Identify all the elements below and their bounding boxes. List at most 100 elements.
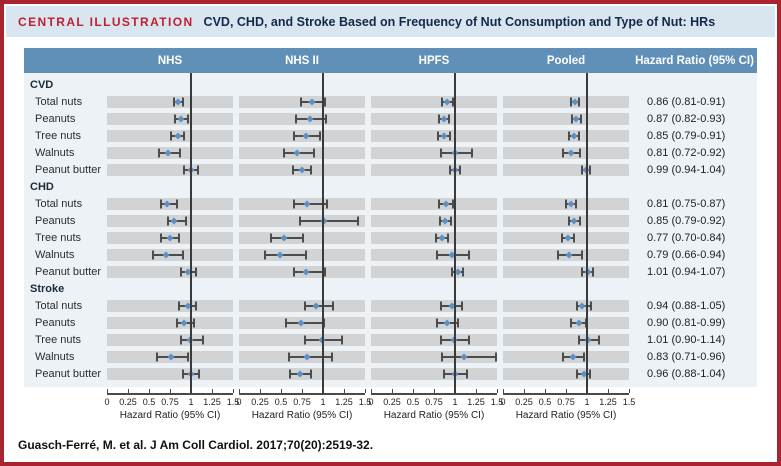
- ci-cap-left: [289, 369, 292, 378]
- plot-cell: [236, 161, 368, 178]
- axis-tick: [107, 389, 108, 393]
- forest-band: [503, 214, 629, 227]
- ci-cap-right: [175, 199, 178, 208]
- ci-cap-left: [443, 369, 446, 378]
- axis-tick: [191, 389, 192, 393]
- ci-cap-left: [562, 148, 565, 157]
- plot-cell: [368, 127, 500, 144]
- group-label: Stroke: [30, 282, 65, 295]
- ci-cap-right: [582, 352, 585, 361]
- ci-cap-left: [285, 318, 288, 327]
- ci-cap-left: [570, 114, 573, 123]
- forest-band: [503, 316, 629, 329]
- plot-cell: [368, 314, 500, 331]
- axis-tick-label: 0.25: [119, 397, 137, 407]
- row-label: Tree nuts: [35, 231, 82, 244]
- plot-cell: [104, 212, 236, 229]
- ci-cap-right: [468, 250, 471, 259]
- forest-band: [239, 214, 365, 227]
- ci-cap-left: [437, 131, 440, 140]
- ci-cap-right: [572, 233, 575, 242]
- group-header-row: Stroke: [24, 280, 757, 297]
- forest-band: [503, 248, 629, 261]
- axis-tick: [608, 389, 609, 393]
- axis-line: [107, 393, 233, 395]
- forest-band: [239, 146, 365, 159]
- column-header-hpfs: HPFS: [418, 54, 450, 67]
- point-estimate-marker: [302, 131, 310, 140]
- ci-cap-right: [460, 301, 463, 310]
- hr-value: 0.85 (0.79-0.91): [647, 129, 726, 142]
- point-estimate-marker: [440, 114, 448, 123]
- forest-band: [107, 163, 233, 176]
- forest-band: [503, 129, 629, 142]
- ci-cap-left: [283, 148, 286, 157]
- row-label: Walnuts: [35, 248, 75, 261]
- forest-band: [239, 299, 365, 312]
- ci-cap-right: [198, 369, 201, 378]
- plot-area: CVD Total nuts 0.86 (0.81-0.91) Peanuts 0.87…: [24, 73, 757, 429]
- hr-value: 0.79 (0.66-0.94): [647, 248, 726, 261]
- axis-tick: [455, 389, 456, 393]
- ci-cap-right: [196, 165, 199, 174]
- ci-cap-left: [155, 352, 158, 361]
- ci-cap-left: [303, 301, 306, 310]
- axis-line: [503, 393, 629, 395]
- forest-band: [107, 350, 233, 363]
- plot-cell: [104, 297, 236, 314]
- ci-cap-left: [577, 335, 580, 344]
- ci-cap-left: [158, 148, 161, 157]
- ci-cap-left: [435, 318, 438, 327]
- forest-band: [239, 316, 365, 329]
- plot-cell: [500, 195, 632, 212]
- axis-tick: [413, 389, 414, 393]
- ci-cap-left: [440, 352, 443, 361]
- axis-tick-label: 1: [452, 397, 458, 407]
- plot-cell: [500, 331, 632, 348]
- hr-value: 0.96 (0.88-1.04): [647, 367, 726, 380]
- row-label: Total nuts: [35, 197, 83, 210]
- forest-row: Total nuts 0.81 (0.75-0.87): [24, 195, 757, 212]
- plot-cell: [368, 195, 500, 212]
- forest-band: [371, 129, 497, 142]
- ci-cap-right: [447, 233, 450, 242]
- column-header-pooled: Pooled: [546, 54, 586, 67]
- axis-tick: [545, 389, 546, 393]
- axis-tick: [260, 389, 261, 393]
- axis-tick: [587, 389, 588, 393]
- ci-cap-left: [181, 369, 184, 378]
- axis-tick: [323, 389, 324, 393]
- axis-tick-label: 1.5: [622, 397, 636, 407]
- ci-cap-left: [269, 233, 272, 242]
- forest-band: [371, 163, 497, 176]
- column-header-hazard-ratio: Hazard Ratio (95% CI): [635, 54, 754, 67]
- row-label: Tree nuts: [35, 333, 82, 346]
- forest-band: [239, 333, 365, 346]
- ci-cap-left: [580, 267, 583, 276]
- ci-cap-right: [591, 267, 594, 276]
- forest-band: [239, 112, 365, 125]
- plot-cell: [236, 263, 368, 280]
- point-estimate-marker: [303, 352, 311, 361]
- hr-value: 0.81 (0.75-0.87): [647, 197, 726, 210]
- axis-label: Hazard Ratio (95% CI): [383, 410, 485, 421]
- ci-cap-right: [195, 301, 198, 310]
- point-estimate-marker: [170, 216, 178, 225]
- axis: 0 0.25 0.5 0.75 1 1.25 1.5 Hazard Ratio (95% CI…: [500, 387, 635, 429]
- forest-band: [107, 333, 233, 346]
- axis-tick-label: 0.25: [383, 397, 401, 407]
- reference-line: [322, 73, 324, 393]
- ci-cap-left: [438, 114, 441, 123]
- hr-value: 0.83 (0.71-0.96): [647, 350, 726, 363]
- point-estimate-marker: [280, 233, 288, 242]
- forest-band: [239, 265, 365, 278]
- point-estimate-marker: [438, 233, 446, 242]
- forest-band: [107, 112, 233, 125]
- axis-tick-label: 0.25: [251, 397, 269, 407]
- plot-cell: [236, 314, 368, 331]
- forest-band: [371, 214, 497, 227]
- ci-cap-left: [175, 318, 178, 327]
- axis-tick-label: 0.75: [161, 397, 179, 407]
- ci-line: [300, 219, 359, 222]
